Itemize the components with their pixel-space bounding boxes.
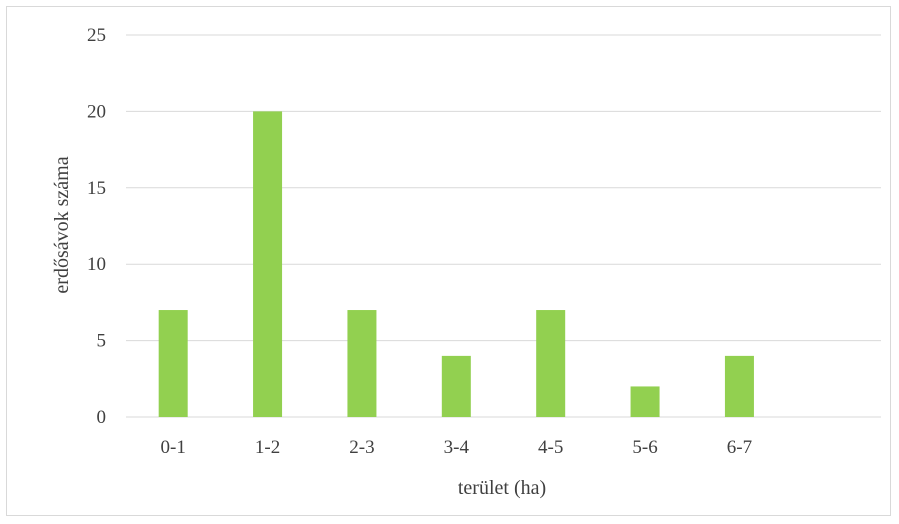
bar-6-7 [724,355,754,417]
chart-frame [6,6,891,516]
y-tick-label: 0 [97,407,107,428]
x-tick-label: 5-6 [632,437,657,458]
y-tick-label: 15 [87,178,106,199]
bar-1-2 [253,111,283,418]
bar-5-6 [630,386,660,417]
bar-3-4 [441,355,471,417]
x-tick-label: 2-3 [349,437,374,458]
y-tick-label: 10 [87,254,106,275]
bar-4-5 [536,310,566,417]
y-axis-title: erdősávok száma [51,156,73,293]
x-axis-ticks: 0-1 1-2 2-3 3-4 4-5 5-6 6-7 [161,437,753,458]
x-tick-label: 6-7 [727,437,752,458]
y-axis-ticks: 0 5 10 15 20 25 [87,25,106,428]
bar-2-3 [347,310,377,417]
y-tick-label: 20 [87,101,106,122]
x-tick-label: 4-5 [538,437,563,458]
x-axis-title: terület (ha) [458,477,546,499]
gridlines [126,34,881,418]
x-tick-label: 1-2 [255,437,280,458]
bar-0-1 [158,310,188,417]
x-tick-label: 3-4 [444,437,470,458]
y-tick-label: 25 [87,25,106,46]
x-tick-label: 0-1 [161,437,186,458]
y-tick-label: 5 [97,331,107,352]
bars [158,111,754,418]
